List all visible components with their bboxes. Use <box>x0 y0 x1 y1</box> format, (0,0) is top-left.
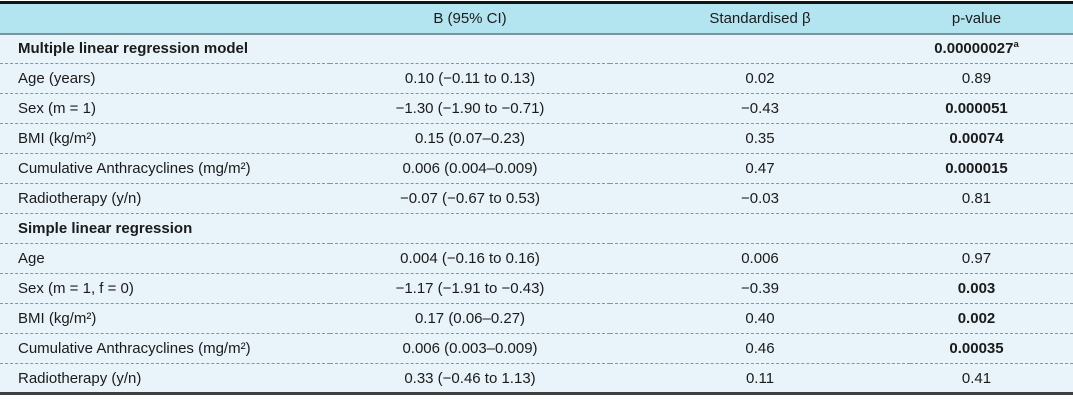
cell-b-ci: 0.004 (−0.16 to 0.16) <box>400 250 540 267</box>
cell-b-ci: −1.30 (−1.90 to −0.71) <box>395 100 545 117</box>
table-row-section-simple-regression: Simple linear regression <box>0 213 1073 244</box>
cell-std-beta: −0.39 <box>741 280 779 297</box>
cell-b-ci: −1.17 (−1.91 to −0.43) <box>395 280 545 297</box>
col-header-standardised-beta: Standardised β <box>709 9 811 27</box>
cell-std-beta: 0.47 <box>745 160 775 177</box>
cell-std-beta <box>610 214 910 244</box>
table-row-sex-m1: Sex (m = 1) −1.30 (−1.90 to −0.71) −0.43… <box>0 93 1073 124</box>
cell-p-value: 0.81 <box>961 190 992 207</box>
cell-p-value: 0.003 <box>957 280 996 297</box>
table-row-radiotherapy: Radiotherapy (y/n) −0.07 (−0.67 to 0.53)… <box>0 183 1073 214</box>
footnote-marker-a: a <box>1013 39 1019 51</box>
col-header-p-value: p-value <box>951 9 1002 27</box>
cell-std-beta: 0.11 <box>745 369 775 387</box>
cell-std-beta: 0.46 <box>745 340 775 357</box>
cell-p-value: 0.000051 <box>945 100 1008 117</box>
section-label: Multiple linear regression model <box>18 40 249 58</box>
cell-b-ci: −0.07 (−0.67 to 0.53) <box>399 190 541 207</box>
row-label: Cumulative Anthracyclines (mg/m²) <box>18 160 251 177</box>
cell-std-beta: 0.006 <box>741 250 779 267</box>
cell-b-ci: 0.15 (0.07–0.23) <box>414 130 526 147</box>
cell-p-value: 0.00000027a <box>910 34 1073 64</box>
row-label: Sex (m = 1, f = 0) <box>18 280 134 297</box>
table-row-age: Age 0.004 (−0.16 to 0.16) 0.006 0.97 <box>0 243 1073 274</box>
row-label: Radiotherapy (y/n) <box>18 369 142 387</box>
p-value-text: 0.00000027 <box>934 40 1014 58</box>
cell-std-beta: 0.02 <box>745 70 775 87</box>
cell-b-ci: 0.33 (−0.46 to 1.13) <box>404 369 536 387</box>
table-row-bmi: BMI (kg/m²) 0.15 (0.07–0.23) 0.35 0.0007… <box>0 123 1073 154</box>
section-label: Simple linear regression <box>18 220 193 237</box>
cell-b-ci <box>330 214 610 244</box>
cell-std-beta: 0.35 <box>745 130 775 147</box>
cell-std-beta <box>610 34 910 64</box>
cell-p-value: 0.000015 <box>945 160 1008 177</box>
row-label: Age (years) <box>18 70 96 87</box>
table-row-section-multiple-regression: Multiple linear regression model 0.00000… <box>0 33 1073 64</box>
row-label: Sex (m = 1) <box>18 100 96 117</box>
table-row-cumulative-anthracyclines-simple: Cumulative Anthracyclines (mg/m²) 0.006 … <box>0 333 1073 364</box>
cell-p-value: 0.97 <box>961 250 992 267</box>
row-label: Age <box>18 250 45 267</box>
cell-b-ci: 0.17 (0.06–0.27) <box>414 310 526 327</box>
cell-b-ci: 0.006 (0.004–0.009) <box>402 160 538 177</box>
cell-p-value <box>910 214 1073 244</box>
cell-p-value: 0.89 <box>961 70 992 87</box>
cell-std-beta: 0.40 <box>745 310 775 327</box>
col-header-variable <box>0 3 330 34</box>
cell-p-value: 0.002 <box>957 310 996 327</box>
table-row-age-years: Age (years) 0.10 (−0.11 to 0.13) 0.02 0.… <box>0 63 1073 94</box>
table-row-radiotherapy-simple: Radiotherapy (y/n) 0.33 (−0.46 to 1.13) … <box>0 363 1073 394</box>
cell-b-ci <box>330 34 610 64</box>
header-row: B (95% CI) Standardised β p-value <box>0 2 1073 34</box>
table-row-sex-m1-f0: Sex (m = 1, f = 0) −1.17 (−1.91 to −0.43… <box>0 273 1073 304</box>
row-label: BMI (kg/m²) <box>18 130 97 147</box>
cell-p-value: 0.41 <box>961 369 992 387</box>
col-header-b-ci: B (95% CI) <box>433 9 507 27</box>
table-row-cumulative-anthracyclines: Cumulative Anthracyclines (mg/m²) 0.006 … <box>0 153 1073 184</box>
cell-p-value: 0.00035 <box>949 340 1004 357</box>
row-label: BMI (kg/m²) <box>18 310 97 327</box>
cell-p-value: 0.00074 <box>949 130 1004 147</box>
cell-std-beta: −0.43 <box>741 100 779 117</box>
row-label: Cumulative Anthracyclines (mg/m²) <box>18 340 251 357</box>
cell-b-ci: 0.006 (0.003–0.009) <box>402 340 538 357</box>
cell-b-ci: 0.10 (−0.11 to 0.13) <box>404 70 536 87</box>
table-row-bmi-simple: BMI (kg/m²) 0.17 (0.06–0.27) 0.40 0.002 <box>0 303 1073 334</box>
row-label: Radiotherapy (y/n) <box>18 190 142 207</box>
cell-std-beta: −0.03 <box>741 190 779 207</box>
